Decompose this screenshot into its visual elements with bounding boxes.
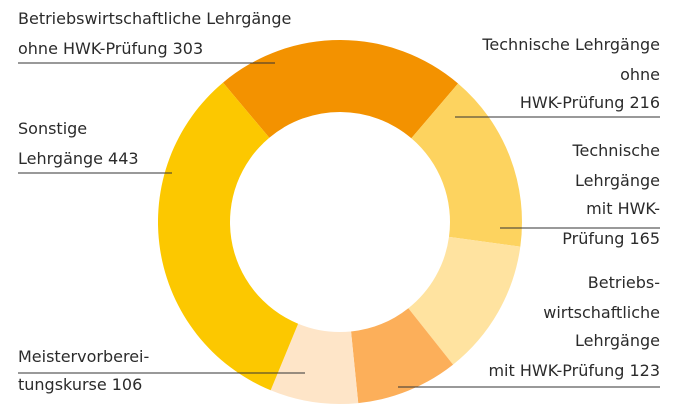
donut-slice [411, 83, 523, 247]
label-text: Betriebs- [588, 273, 660, 292]
slice-label: Lehrgänge 443 [18, 149, 139, 168]
slice-label: Betriebswirtschaftliche Lehrgänge [18, 9, 291, 28]
label-text: mit HWK-Prüfung [488, 361, 624, 380]
label-text: Meistervorberei- [18, 347, 149, 366]
label-text: Lehrgänge [575, 331, 660, 350]
label-text: wirtschaftliche [543, 303, 660, 322]
label-value: 165 [629, 229, 660, 248]
slice-label: Prüfung 165 [562, 229, 660, 248]
slice-label: Sonstige [18, 119, 87, 138]
slice-label: mit HWK-Prüfung 123 [488, 361, 660, 380]
label-value: 303 [173, 39, 204, 58]
label-text: mit HWK- [586, 199, 660, 218]
slice-label: Betriebs- [588, 273, 660, 292]
slice-label: Lehrgänge [575, 171, 660, 190]
label-value: 216 [629, 93, 660, 112]
slice-label: tungskurse 106 [18, 375, 142, 394]
label-text: Prüfung [562, 229, 624, 248]
slice-label: wirtschaftliche [543, 303, 660, 322]
label-text: Lehrgänge [18, 149, 103, 168]
slice-label: ohne HWK-Prüfung 303 [18, 39, 203, 58]
label-text: Lehrgänge [575, 171, 660, 190]
label-text: Sonstige [18, 119, 87, 138]
slice-label: Lehrgänge [575, 331, 660, 350]
slice-label: Meistervorberei- [18, 347, 149, 366]
donut-slice [351, 308, 454, 404]
label-text: Betriebswirtschaftliche Lehrgänge [18, 9, 291, 28]
slice-label: HWK-Prüfung 216 [520, 93, 660, 112]
label-value: 443 [108, 149, 139, 168]
label-value: 123 [629, 361, 660, 380]
label-text: ohne HWK-Prüfung [18, 39, 168, 58]
slice-label: ohne [620, 65, 660, 84]
donut-slice [270, 323, 359, 404]
donut-slice [157, 82, 299, 391]
label-text: Technische Lehrgänge [481, 35, 660, 54]
slice-label: Technische [571, 141, 660, 160]
label-text: Technische [571, 141, 660, 160]
slice-label: Technische Lehrgänge [481, 35, 660, 54]
label-text: HWK-Prüfung [520, 93, 625, 112]
donut-slice [408, 236, 521, 365]
label-value: 106 [112, 375, 143, 394]
label-text: ohne [620, 65, 660, 84]
slice-label: mit HWK- [586, 199, 660, 218]
donut-slice [223, 40, 459, 139]
label-text: tungskurse [18, 375, 107, 394]
